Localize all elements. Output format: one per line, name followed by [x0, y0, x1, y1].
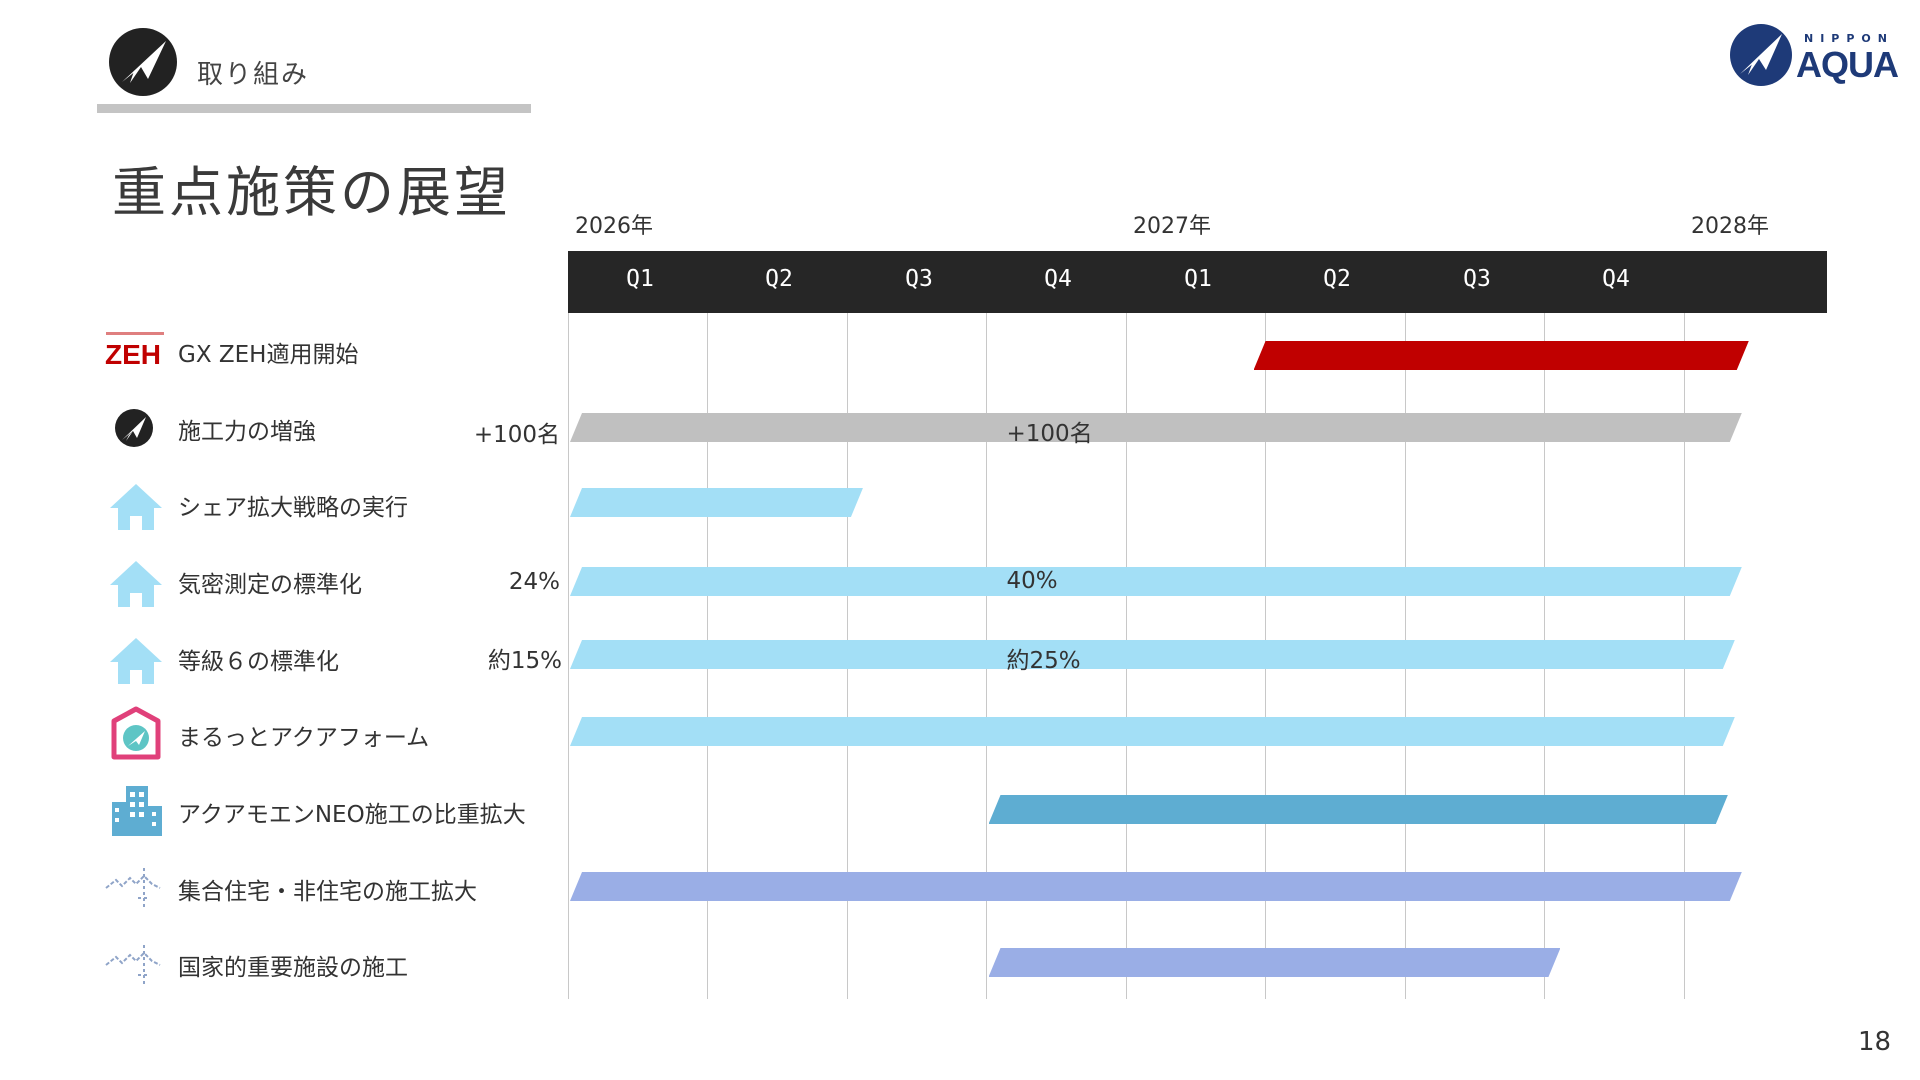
marutto-app-icon	[111, 706, 161, 760]
house-icon	[110, 484, 162, 530]
timeline-bar-label: 40%	[1006, 568, 1058, 594]
timeline-bar-label: 約25%	[1006, 648, 1081, 674]
zeh-logo-icon: ZEH	[104, 320, 168, 380]
page-number: 18	[1858, 1027, 1892, 1057]
row-label: GX ZEH適用開始	[178, 342, 359, 368]
house-icon	[110, 561, 162, 607]
timeline-bar	[989, 948, 1561, 977]
timeline-bar	[989, 795, 1728, 824]
timeline-bar	[570, 488, 863, 517]
row-label: 気密測定の標準化	[178, 572, 362, 598]
zeh-logo-text: ZEH	[105, 339, 161, 370]
quarter-label: Q1	[1184, 266, 1212, 292]
timeline-bar	[570, 567, 1742, 596]
row-label: 施工力の増強	[178, 419, 316, 445]
quarter-label: Q2	[1323, 266, 1351, 292]
row-label: シェア拡大戦略の実行	[178, 495, 408, 521]
year-label: 2028年	[1691, 214, 1769, 239]
building-icon	[112, 786, 162, 836]
quarter-label: Q4	[1602, 266, 1630, 292]
row-label: まるっとアクアフォーム	[178, 725, 430, 751]
timeline-bar	[570, 872, 1742, 901]
brand-logo: NIPPON AQUA	[1728, 22, 1908, 92]
quarter-label: Q3	[1463, 266, 1491, 292]
timeline-bar	[570, 413, 1742, 442]
brand-name: AQUA	[1796, 44, 1899, 85]
section-divider	[97, 104, 531, 113]
row-start-value: +100名	[473, 422, 560, 448]
timeline-bar	[570, 717, 1735, 746]
skyline-icon	[105, 945, 161, 987]
row-start-value: 約15%	[487, 648, 562, 674]
skyline-icon	[105, 868, 161, 910]
row-label: 等級６の標準化	[178, 649, 339, 675]
row-label: 国家的重要施設の施工	[178, 955, 408, 981]
section-label: 取り組み	[197, 60, 310, 90]
brand-mark-icon	[1730, 24, 1792, 86]
timeline-bar	[570, 640, 1735, 669]
gridline	[568, 313, 569, 999]
page-title: 重点施策の展望	[112, 161, 511, 224]
quarter-label: Q3	[905, 266, 933, 292]
quarter-header	[568, 251, 1827, 313]
row-label: 集合住宅・非住宅の施工拡大	[178, 879, 477, 905]
quarter-label: Q1	[626, 266, 654, 292]
plane-icon	[115, 409, 153, 447]
row-label: アクアモエンNEO施工の比重拡大	[178, 802, 526, 828]
year-label: 2027年	[1133, 214, 1211, 239]
quarter-label: Q4	[1044, 266, 1072, 292]
timeline-bar-label: +100名	[1006, 421, 1093, 447]
house-icon	[110, 638, 162, 684]
year-label: 2026年	[575, 214, 653, 239]
quarter-label: Q2	[765, 266, 793, 292]
company-logo-icon	[109, 28, 177, 96]
timeline-bar	[1254, 341, 1749, 370]
row-start-value: 24%	[508, 569, 560, 595]
brand-top-text: NIPPON	[1804, 32, 1894, 45]
